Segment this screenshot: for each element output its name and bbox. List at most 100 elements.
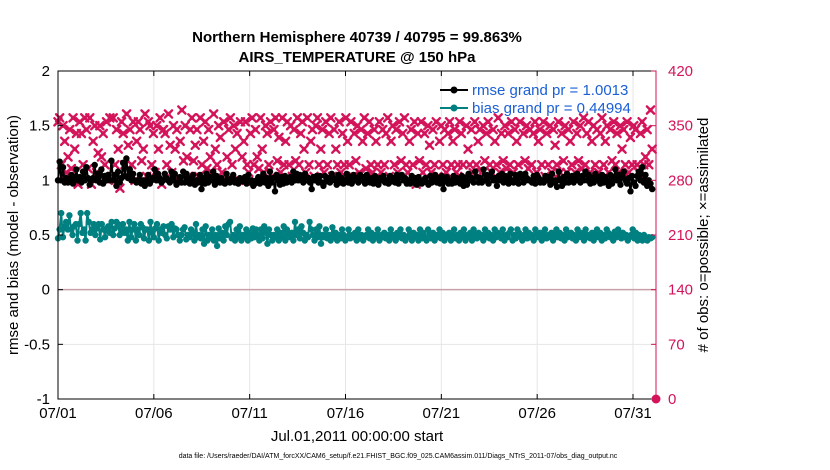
obs-point-dot (424, 162, 429, 167)
bias-point (499, 226, 506, 233)
obs-point-dot (62, 139, 67, 144)
obs-point-dot (84, 127, 89, 132)
obs-point-dot (360, 139, 365, 144)
obs-point-dot (517, 119, 523, 124)
bias-point (468, 237, 476, 244)
obs-point (329, 124, 339, 135)
obs-point-dot (318, 146, 323, 152)
obs-point (250, 124, 261, 135)
rmse-point (266, 168, 274, 175)
bias-point (282, 237, 289, 244)
bias-point (136, 231, 143, 239)
bias-point (512, 235, 519, 242)
obs-point-dot (203, 119, 208, 124)
obs-point (225, 113, 236, 123)
obs-point-dot (254, 154, 260, 160)
obs-point (598, 159, 609, 170)
obs-point (563, 124, 574, 135)
bias-point (413, 231, 420, 239)
obs-point-dot (70, 115, 76, 121)
obs-point-dot (102, 162, 108, 167)
legend-bias-label: bias grand pr = 0.44994 (472, 100, 631, 117)
rmse-point (195, 179, 202, 186)
obs-point (344, 159, 355, 170)
obs-point-dot (495, 115, 501, 121)
y-tick-label: 0.5 (29, 227, 50, 244)
obs-point (334, 116, 344, 127)
obs-point-dot (567, 139, 573, 144)
obs-point-dot (544, 131, 549, 136)
bias-point (84, 209, 91, 217)
rmse-point (363, 171, 370, 179)
obs-point-dot (142, 111, 148, 117)
obs-point (374, 116, 385, 127)
obs-point-dot (536, 139, 541, 144)
obs-point-dot (494, 162, 499, 167)
obs-point (111, 124, 122, 135)
obs-point-dot (440, 162, 446, 167)
obs-point-dot (320, 127, 325, 132)
obs-point (218, 116, 229, 127)
obs-point (212, 159, 222, 170)
rmse-point (500, 179, 507, 186)
obs-point (438, 159, 448, 170)
obs-point-dot (305, 115, 310, 121)
y-axis-right-label: # of obs: o=possible; ×=assimilated (695, 118, 712, 353)
obs-point-dot (485, 119, 491, 124)
obs-point-dot (383, 131, 389, 136)
obs-point (215, 132, 226, 143)
x-axis-label: Jul.01,2011 00:00:00 start (271, 428, 444, 445)
y-right-tick-label: 210 (668, 227, 693, 244)
obs-point (404, 136, 415, 147)
obs-point-dot (576, 158, 581, 164)
obs-point-dot (177, 139, 183, 144)
obs-point (210, 144, 221, 154)
obs-point-dot (291, 127, 297, 132)
obs-point (556, 128, 567, 139)
rmse-point (617, 181, 624, 188)
obs-point-dot (244, 162, 250, 167)
obs-point-dot (566, 127, 571, 132)
obs-point-dot (206, 127, 211, 132)
obs-point-dot (452, 127, 457, 132)
obs-point (572, 128, 582, 139)
obs-point (145, 120, 155, 131)
bias-point (254, 231, 261, 239)
obs-point (513, 159, 524, 170)
obs-point-dot (308, 139, 313, 144)
obs-point-dot (455, 162, 461, 167)
obs-point (175, 136, 185, 147)
rmse-point (375, 181, 382, 188)
bias-point (101, 234, 109, 241)
obs-point-dot (208, 154, 213, 160)
obs-point (257, 144, 267, 154)
bias-point (317, 240, 325, 247)
obs-point-dot (67, 127, 72, 132)
y-right-tick-label: 70 (668, 336, 685, 353)
obs-point-dot (628, 135, 633, 140)
obs-point (133, 116, 144, 127)
chart-subtitle: AIRS_TEMPERATURE @ 150 hPa (239, 49, 477, 66)
bias-point (88, 226, 96, 233)
obs-point-dot (229, 162, 235, 167)
obs-point-dot (283, 139, 288, 144)
rmse-point (190, 171, 197, 179)
obs-point (299, 144, 309, 154)
obs-point (573, 156, 584, 166)
legend-rmse-marker (450, 86, 458, 94)
obs-point (302, 113, 313, 123)
obs-point-dot (184, 154, 190, 160)
obs-point-dot (156, 146, 161, 152)
obs-point-dot (333, 146, 339, 152)
obs-point-dot (551, 127, 556, 132)
obs-point-dot (325, 162, 330, 167)
obs-point (463, 144, 473, 154)
rmse-point (181, 179, 188, 186)
obs-point (406, 124, 416, 135)
obs-point-dot (514, 139, 519, 144)
obs-point (304, 159, 314, 170)
obs-point-dot (218, 135, 223, 140)
bias-point (119, 220, 127, 228)
obs-point (121, 109, 132, 119)
bias-point (85, 218, 93, 226)
